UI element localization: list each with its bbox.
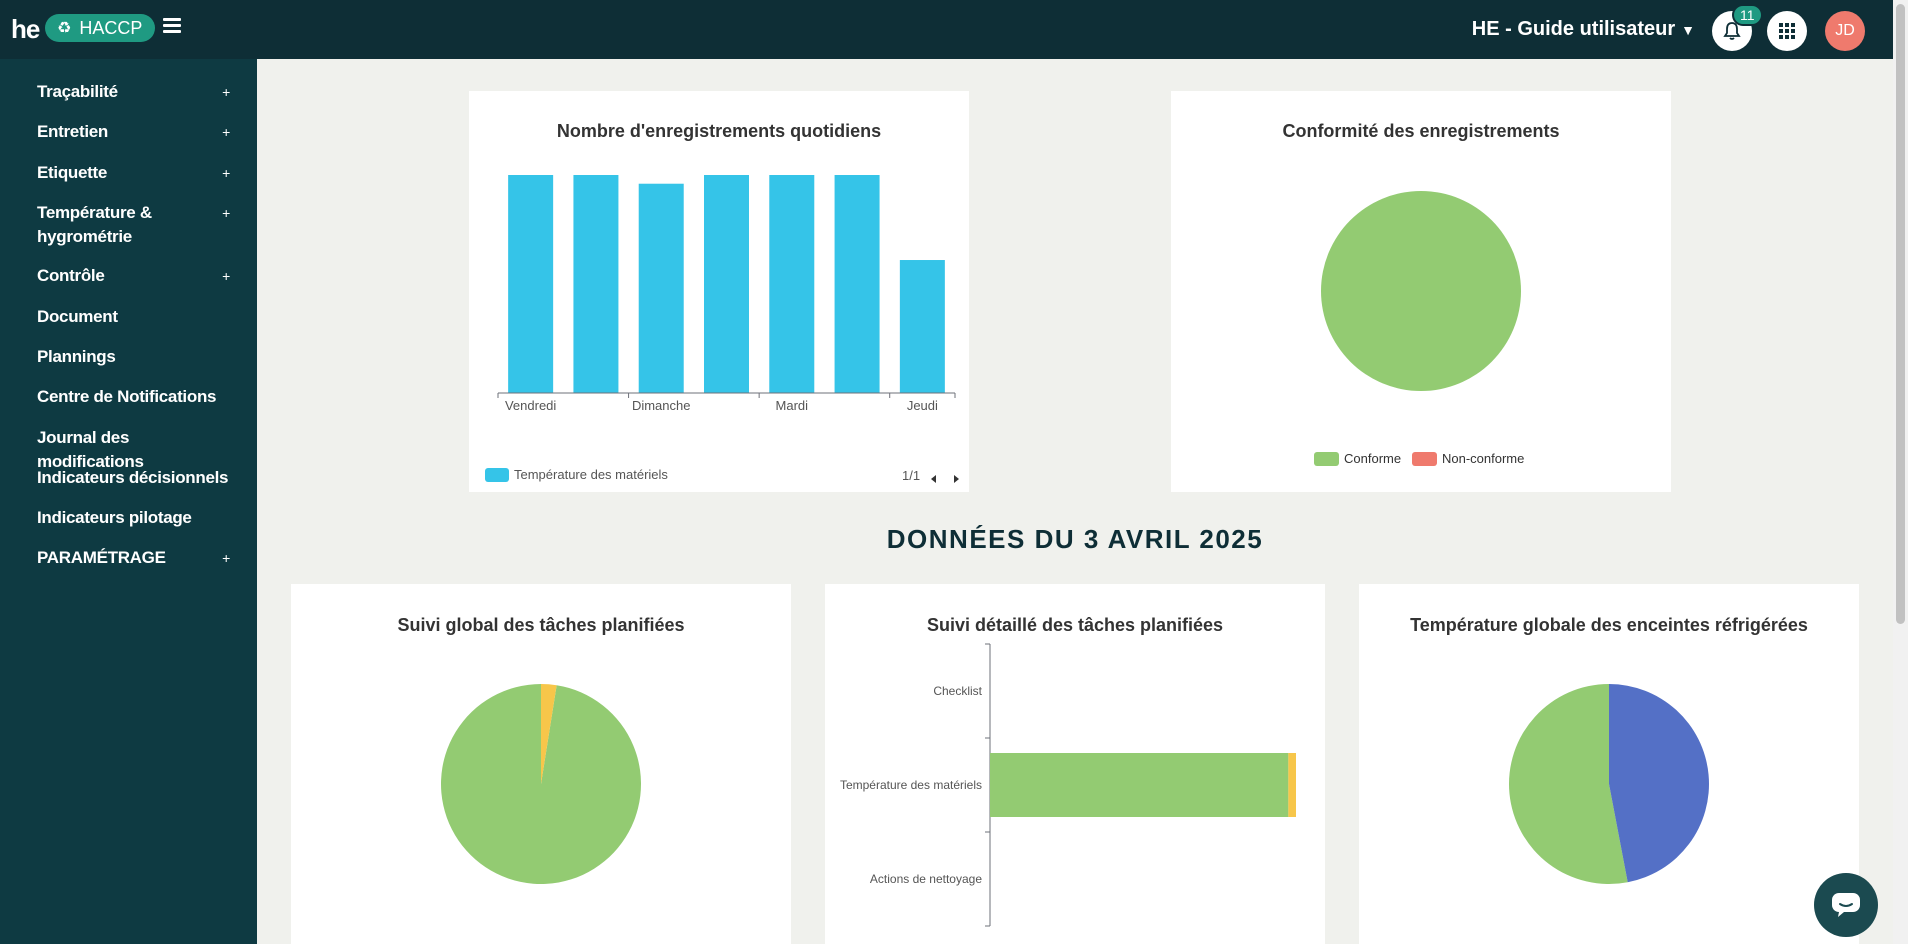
conformity-card: Conformité des enregistrements Conforme … <box>1171 91 1671 492</box>
legend-label-conforme: Conforme <box>1344 451 1401 466</box>
y-tick-label: Actions de nettoyage <box>870 872 982 886</box>
x-tick-label: Jeudi <box>907 398 938 413</box>
sidebar-item-label: Document <box>37 307 118 326</box>
top-bar: he ♻ HACCP HE - Guide utilisateur ▼ 11 J… <box>0 0 1908 59</box>
plus-icon: + <box>222 550 230 566</box>
hbar-segment <box>990 753 1289 817</box>
sidebar-item-label: Température & hygrométrie <box>37 203 152 246</box>
pie-slice-blue <box>1609 684 1709 883</box>
y-tick-label: Checklist <box>933 684 982 698</box>
sidebar-item-label: Etiquette <box>37 163 108 182</box>
global-tasks-card: Suivi global des tâches planifiées <box>291 584 791 944</box>
bar-samedi <box>573 175 619 393</box>
haccp-module-pill[interactable]: ♻ HACCP <box>45 14 155 42</box>
page-scrollbar[interactable] <box>1893 0 1908 944</box>
chart-title: Suivi détaillé des tâches planifiées <box>926 615 1224 635</box>
sidebar-item-label: Plannings <box>37 347 116 366</box>
legend-swatch-conforme <box>1314 452 1339 466</box>
pie-slice-conforme <box>1321 191 1521 391</box>
organization-name: HE - Guide utilisateur <box>1471 18 1676 40</box>
sidebar: Traçabilité + Entretien + Etiquette + Tempé… <box>0 59 257 944</box>
sidebar-item-indicateurs-decisionnels[interactable]: Indicateurs décisionnels <box>37 466 237 490</box>
x-tick-label: Mardi <box>776 398 809 413</box>
bar-mercredi <box>834 175 880 393</box>
section-heading: DONNÉES DU 3 AVRIL 2025 <box>886 524 1264 554</box>
sidebar-item-plannings[interactable]: Plannings <box>37 345 237 369</box>
detailed-tasks-card: Suivi détaillé des tâches planifiées Che… <box>825 584 1325 944</box>
sidebar-item-label: Indicateurs décisionnels <box>37 468 229 487</box>
leaf-icon: ♻ <box>57 20 72 37</box>
bar-jeudi <box>899 260 945 393</box>
sidebar-item-notifications[interactable]: Centre de Notifications <box>37 385 237 409</box>
sidebar-item-indicateurs-pilotage[interactable]: Indicateurs pilotage <box>37 506 237 530</box>
plus-icon: + <box>222 165 230 181</box>
sidebar-item-label: Contrôle <box>37 266 105 285</box>
daily-records-card: Nombre d'enregistrements quotidiens Vend… <box>469 91 969 492</box>
legend-label-non-conforme: Non-conforme <box>1442 451 1524 466</box>
hbar-segment <box>1288 753 1296 817</box>
scrollbar-thumb[interactable] <box>1896 4 1905 624</box>
sidebar-item-temperature[interactable]: Température & hygrométrie + <box>37 201 237 249</box>
bar-dimanche <box>638 183 684 393</box>
legend-label: Température des matériels <box>514 467 668 482</box>
sidebar-item-label: PARAMÉTRAGE <box>37 548 166 567</box>
sidebar-item-tracabilite[interactable]: Traçabilité + <box>37 80 237 104</box>
pie-slice-done <box>441 684 641 884</box>
daily-records-bar-chart: Vendredi Dimanche Mardi Jeudi Température d… <box>485 175 959 483</box>
app-name: HACCP <box>79 17 143 38</box>
organization-selector[interactable]: HE - Guide utilisateur ▼ <box>1472 18 1695 41</box>
support-chat-button[interactable] <box>1814 873 1878 937</box>
sidebar-item-label: Entretien <box>37 122 108 141</box>
notifications-count-badge: 11 <box>1732 4 1763 26</box>
chat-icon <box>1832 893 1860 917</box>
legend-swatch-non-conforme <box>1412 452 1437 466</box>
legend-pager: 1/1 <box>902 468 920 483</box>
legend-next-icon <box>954 475 959 483</box>
plus-icon: + <box>222 84 230 100</box>
sidebar-item-etiquette[interactable]: Etiquette + <box>37 161 237 185</box>
chart-title: Conformité des enregistrements <box>1282 121 1560 141</box>
chart-title: Nombre d'enregistrements quotidiens <box>556 121 882 141</box>
he-logo[interactable]: he <box>11 14 40 44</box>
y-tick-label: Température des matériels <box>840 778 982 792</box>
sidebar-item-journal[interactable]: Journal des modifications <box>37 426 237 474</box>
legend-prev-icon <box>931 475 936 483</box>
plus-icon: + <box>222 205 230 221</box>
sidebar-item-controle[interactable]: Contrôle + <box>37 264 237 288</box>
sidebar-item-entretien[interactable]: Entretien + <box>37 120 237 144</box>
global-tasks-pie-chart <box>441 684 641 884</box>
apps-grid-button[interactable] <box>1767 11 1807 51</box>
plus-icon: + <box>222 268 230 284</box>
conformity-pie-chart: Conforme Non-conforme <box>1314 191 1524 466</box>
sidebar-item-label: Journal des modifications <box>37 428 144 471</box>
menu-toggle-icon[interactable] <box>163 18 181 34</box>
chart-title: Température globale des enceintes réfrig… <box>1410 615 1808 635</box>
bar-lundi <box>704 175 749 393</box>
bar-mardi <box>769 175 815 393</box>
legend-swatch <box>485 468 509 482</box>
bar-vendredi <box>508 175 554 393</box>
chart-title: Suivi global des tâches planifiées <box>397 615 685 635</box>
detailed-tasks-bar-chart: Checklist Température des matériels Action… <box>840 643 1296 927</box>
sidebar-item-label: Traçabilité <box>37 82 118 101</box>
pie-slice-green <box>1509 684 1628 884</box>
user-avatar[interactable]: JD <box>1825 11 1865 51</box>
sidebar-item-parametrage[interactable]: PARAMÉTRAGE + <box>37 546 237 570</box>
sidebar-item-label: Indicateurs pilotage <box>37 508 192 527</box>
cold-enclosures-pie-chart <box>1509 684 1709 884</box>
cold-enclosures-card: Température globale des enceintes réfrig… <box>1359 584 1859 944</box>
grid-icon <box>1779 23 1795 39</box>
bell-icon <box>1723 22 1741 40</box>
pie-slice-late <box>541 684 557 784</box>
x-tick-label: Dimanche <box>632 398 691 413</box>
x-tick-label: Vendredi <box>505 398 556 413</box>
sidebar-item-document[interactable]: Document <box>37 305 237 329</box>
chevron-down-icon: ▼ <box>1681 21 1695 38</box>
sidebar-item-label: Centre de Notifications <box>37 387 217 406</box>
plus-icon: + <box>222 124 230 140</box>
